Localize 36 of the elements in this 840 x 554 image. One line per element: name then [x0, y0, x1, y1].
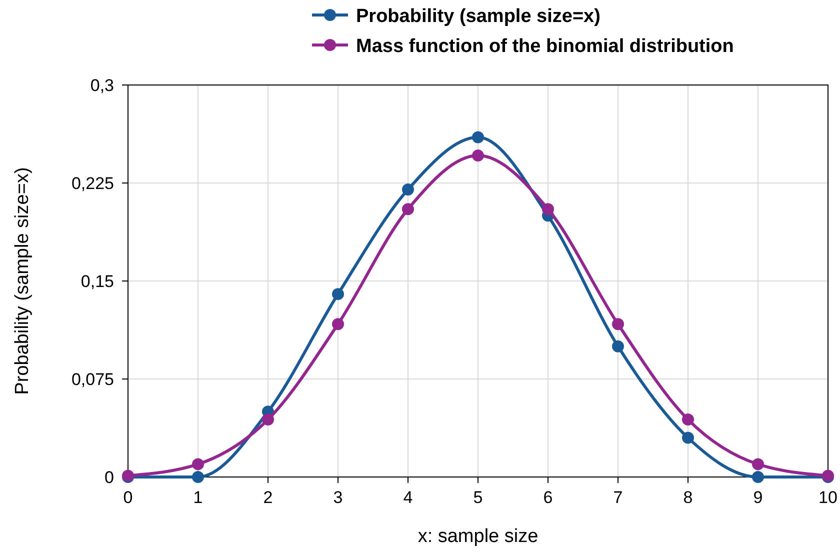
- point: [192, 458, 204, 470]
- x-tick-label: 2: [263, 488, 273, 507]
- y-axis-title: Probability (sample size=x): [12, 167, 33, 395]
- x-tick-label: 7: [613, 488, 623, 507]
- y-tick-label: 0,3: [90, 76, 114, 95]
- legend-label: Mass function of the binomial distribution: [356, 36, 734, 57]
- x-tick-label: 10: [818, 488, 838, 507]
- point: [682, 432, 694, 444]
- point: [262, 414, 274, 426]
- point: [472, 150, 484, 162]
- x-axis-title: x: sample size: [418, 526, 538, 547]
- point: [682, 414, 694, 426]
- y-tick-label: 0,075: [71, 370, 114, 389]
- x-tick-label: 5: [473, 488, 483, 507]
- point: [612, 318, 624, 330]
- y-tick-label: 0,15: [80, 272, 114, 291]
- point: [542, 203, 554, 216]
- point: [332, 318, 344, 330]
- point: [192, 471, 204, 483]
- x-tick-label: 9: [753, 488, 763, 507]
- x-tick-label: 8: [683, 488, 693, 507]
- y-tick-label: 0: [104, 468, 114, 487]
- point: [752, 458, 764, 470]
- point: [402, 203, 414, 216]
- x-tick-label: 0: [123, 488, 133, 507]
- x-tick-label: 1: [193, 488, 203, 507]
- point: [472, 131, 484, 144]
- point: [612, 340, 624, 352]
- legend-label: Probability (sample size=x): [356, 6, 600, 27]
- y-tick-label: 0,225: [71, 174, 114, 193]
- point: [332, 288, 344, 300]
- point: [752, 471, 764, 483]
- x-tick-label: 4: [403, 488, 413, 507]
- x-tick-label: 3: [333, 488, 343, 507]
- point: [402, 184, 414, 196]
- x-tick-label: 6: [543, 488, 553, 507]
